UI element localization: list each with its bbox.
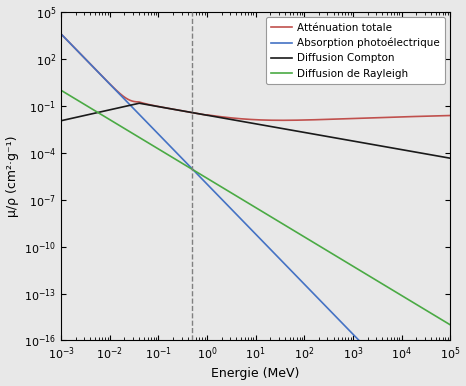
Atténuation totale [292, 118, 297, 122]
Atténuation totale [349, 116, 354, 121]
Atténuation totale [378, 115, 384, 120]
Absorption photoélectrique [292, 272, 297, 276]
Y-axis label: μ/ρ (cm²·g⁻¹): μ/ρ (cm²·g⁻¹) [6, 135, 19, 217]
Absorption photoélectrique [378, 361, 384, 365]
Diffusion de Rayleigh [207, 178, 212, 182]
Diffusion de Rayleigh [378, 281, 384, 285]
Atténuation totale [129, 98, 135, 103]
Diffusion Compton [447, 156, 453, 161]
Legend: Atténuation totale, Absorption photoélectrique, Diffusion Compton, Diffusion de : Atténuation totale, Absorption photoélec… [266, 17, 445, 84]
Absorption photoélectrique [207, 185, 212, 189]
Diffusion de Rayleigh [129, 130, 135, 135]
Diffusion de Rayleigh [311, 240, 317, 245]
Diffusion Compton [349, 139, 354, 143]
Diffusion Compton [311, 132, 317, 137]
Diffusion Compton [292, 129, 297, 133]
Diffusion Compton [129, 103, 135, 107]
Atténuation totale [207, 113, 212, 118]
Line: Atténuation totale: Atténuation totale [61, 34, 450, 120]
Diffusion de Rayleigh [349, 263, 354, 267]
Diffusion Compton [207, 113, 212, 118]
Line: Diffusion de Rayleigh: Diffusion de Rayleigh [61, 90, 450, 325]
Diffusion de Rayleigh [447, 322, 453, 327]
Diffusion de Rayleigh [292, 229, 297, 233]
Absorption photoélectrique [129, 104, 135, 109]
Atténuation totale [447, 113, 453, 118]
X-axis label: Energie (MeV): Energie (MeV) [212, 367, 300, 381]
Diffusion Compton [136, 101, 142, 105]
Absorption photoélectrique [311, 292, 317, 296]
Absorption photoélectrique [349, 330, 354, 335]
Diffusion de Rayleigh [58, 88, 64, 93]
Atténuation totale [58, 32, 64, 36]
Atténuation totale [311, 117, 317, 122]
Line: Absorption photoélectrique: Absorption photoélectrique [61, 34, 450, 386]
Diffusion Compton [58, 119, 64, 123]
Absorption photoélectrique [58, 32, 64, 36]
Diffusion Compton [378, 144, 384, 148]
Line: Diffusion Compton: Diffusion Compton [61, 103, 450, 158]
Atténuation totale [279, 118, 285, 123]
